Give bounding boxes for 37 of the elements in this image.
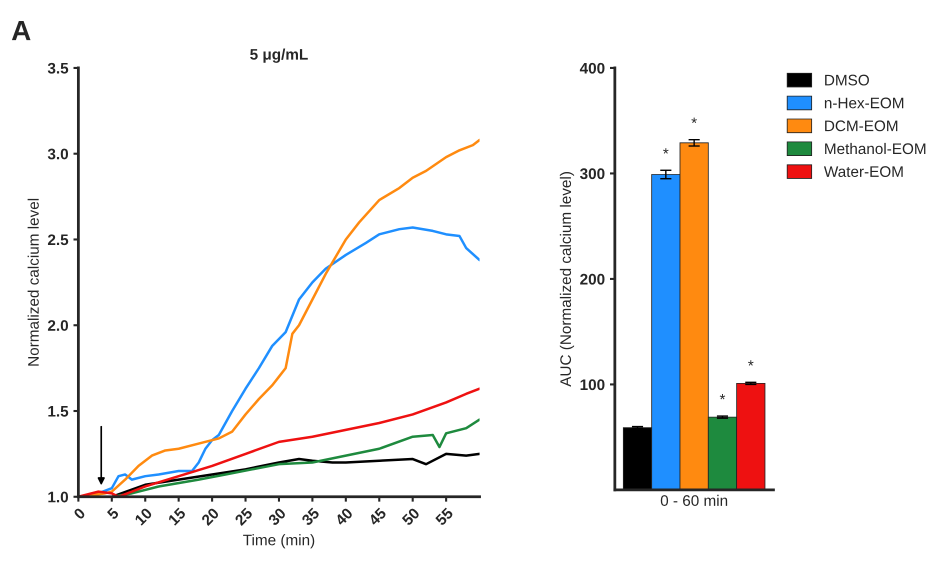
x-axis-title: Time (min) xyxy=(243,534,314,548)
x-tick-label: 30 xyxy=(267,507,286,526)
y-tick-label: 1.5 xyxy=(48,406,68,417)
y-tick-label: 100 xyxy=(580,379,604,390)
x-tick-label: 0 - 60 min xyxy=(660,494,728,506)
y-axis-title: Normalized calcium level xyxy=(28,198,39,366)
y-tick-label: 3.5 xyxy=(48,62,68,74)
x-tick-label: 20 xyxy=(200,507,220,526)
y-axis-title: AUC (Normalized calcium level) xyxy=(560,172,574,387)
y-tick-label: 200 xyxy=(580,274,604,285)
legend-label: Methanol-EOM xyxy=(825,142,926,154)
legend-label: DCM-EOM xyxy=(825,120,898,132)
data-label: * xyxy=(691,118,697,124)
legend-label: DMSO xyxy=(825,74,869,86)
y-tick-label: 300 xyxy=(580,168,604,180)
y-tick-label: 2.0 xyxy=(48,320,68,331)
y-tick-label: 1.0 xyxy=(48,492,68,502)
legend-label: n-Hex-EOM xyxy=(824,98,904,108)
x-tick-label: 25 xyxy=(234,507,254,526)
y-tick-label: 3.0 xyxy=(48,148,68,160)
data-label: * xyxy=(663,148,669,154)
text: A xyxy=(12,21,31,40)
legend-label: Water-EOM xyxy=(824,166,903,177)
x-tick-label: 55 xyxy=(434,507,454,526)
x-tick-label: 35 xyxy=(300,507,320,526)
x-tick-label: 50 xyxy=(401,507,420,526)
x-tick-label: 5 xyxy=(106,507,120,520)
x-tick-label: 15 xyxy=(168,507,186,526)
chart-title: 5 μg/mL xyxy=(250,48,308,63)
x-tick-label: 45 xyxy=(368,507,387,526)
data-label: * xyxy=(748,360,754,366)
data-label: * xyxy=(720,394,726,400)
y-tick-label: 2.5 xyxy=(48,234,68,246)
x-tick-label: 10 xyxy=(134,507,153,526)
x-tick-label: 0 xyxy=(73,507,86,520)
y-tick-label: 400 xyxy=(580,62,604,74)
x-tick-label: 40 xyxy=(334,507,354,526)
